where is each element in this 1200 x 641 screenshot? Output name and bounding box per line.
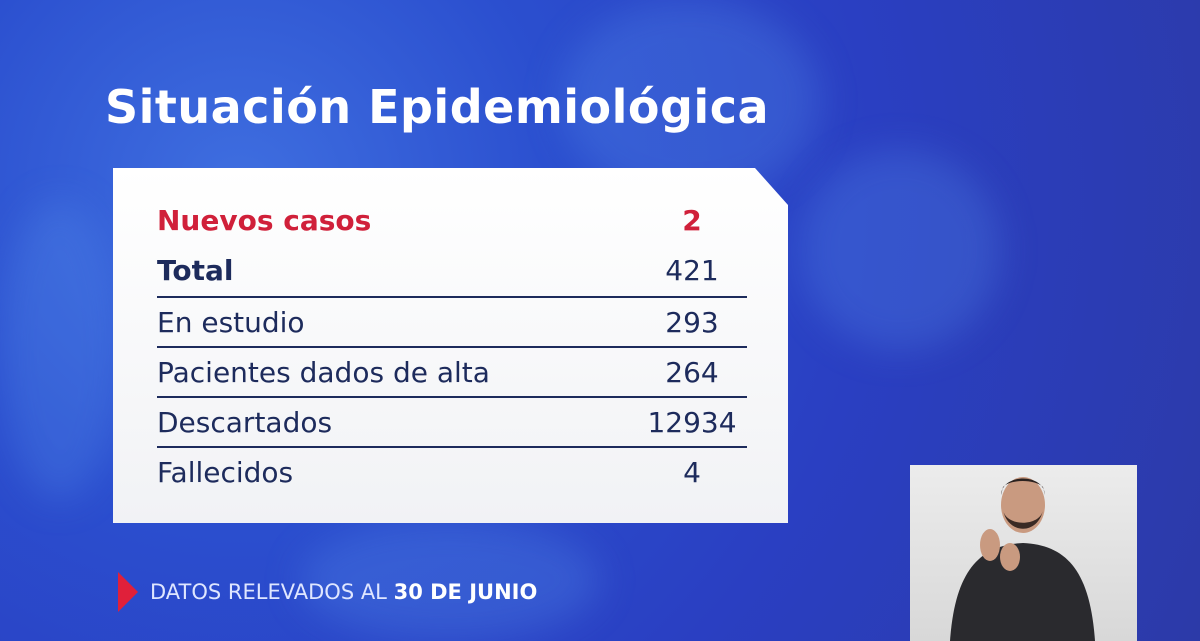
stat-value: 293	[665, 305, 719, 339]
data-date-footer: DATOS RELEVADOS AL 30 DE JUNIO	[118, 572, 537, 612]
stat-label: Descartados	[157, 405, 333, 439]
page-title: Situación Epidemiológica	[105, 80, 769, 134]
stat-label: Pacientes dados de alta	[157, 355, 490, 389]
stat-row-new-cases: Nuevos casos 2	[157, 196, 747, 244]
background-virus	[0, 200, 120, 500]
stat-row-total: Total 421	[157, 246, 747, 294]
footer-prefix: DATOS RELEVADOS AL	[150, 580, 387, 604]
triangle-marker-icon	[118, 572, 138, 612]
background-virus	[560, 0, 820, 200]
stat-value: 4	[683, 455, 701, 489]
stat-value: 2	[682, 203, 702, 237]
stat-label: Fallecidos	[157, 455, 294, 489]
stats-card: Nuevos casos 2 Total 421 En estudio 293 …	[113, 168, 788, 523]
stat-value: 12934	[647, 405, 737, 439]
stat-row-alta: Pacientes dados de alta 264	[157, 346, 747, 396]
background-virus	[800, 150, 1000, 350]
stat-label: Total	[157, 253, 234, 287]
stat-row-fallecidos: Fallecidos 4	[157, 446, 747, 496]
sign-language-interpreter-video	[910, 465, 1137, 641]
interpreter-figure	[950, 477, 1095, 641]
stat-label: En estudio	[157, 305, 305, 339]
stat-row-en-estudio: En estudio 293	[157, 296, 747, 346]
background-virus	[300, 520, 600, 640]
footer-date: 30 DE JUNIO	[393, 580, 538, 604]
stat-value: 264	[665, 355, 719, 389]
stat-row-descartados: Descartados 12934	[157, 396, 747, 446]
stat-value: 421	[665, 253, 719, 287]
stat-label: Nuevos casos	[157, 203, 372, 237]
